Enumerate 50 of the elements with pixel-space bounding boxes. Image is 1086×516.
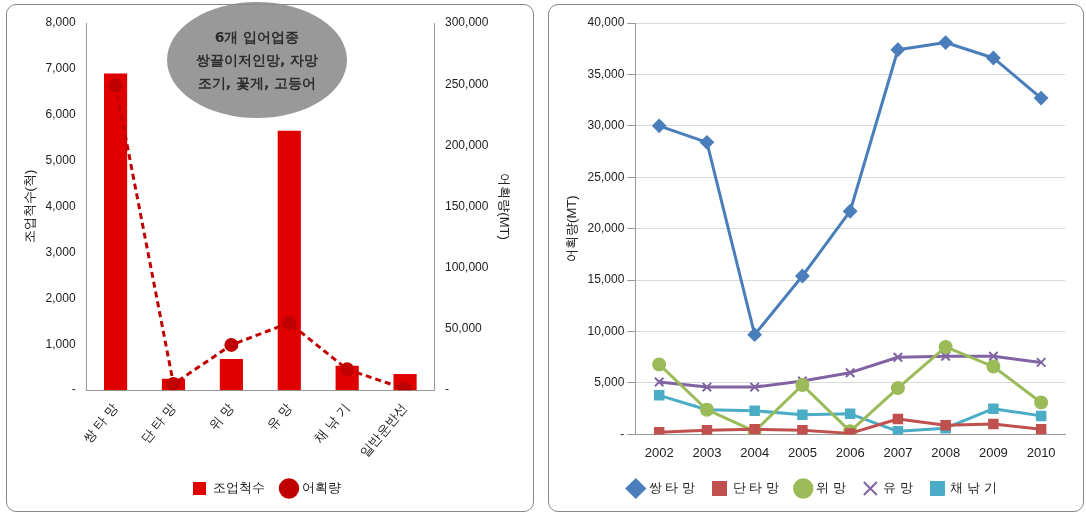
x-tick-label: 단 타 망 <box>137 400 179 446</box>
x-tick-label: 2002 <box>644 444 674 460</box>
y2-tick-label: 150,000 <box>445 198 489 213</box>
circle-badge: 6개 입어업종 쌍끌이저인망, 자망 조기, 꽃게, 고등어 <box>167 2 347 118</box>
legend-label: 어획량 <box>302 480 341 496</box>
y-tick-label: - <box>620 426 625 441</box>
legend-label: 단 타 망 <box>732 480 779 496</box>
y-axis-title: 어획량(MT) <box>564 195 580 262</box>
x-tick-label: 2003 <box>692 444 722 460</box>
y-tick-label: - <box>71 382 76 397</box>
x-tick-label: 채 낚 기 <box>311 400 353 446</box>
y-tick-label: 2,000 <box>45 290 76 305</box>
x-tick-label: 2004 <box>740 444 770 460</box>
y-tick-label: 5,000 <box>594 375 625 390</box>
x-tick-label: 2010 <box>1026 444 1056 460</box>
y2-axis-title: 어획량(MT) <box>496 173 512 240</box>
x-tick-label: 2007 <box>883 444 913 460</box>
legend-label: 위 망 <box>816 480 846 496</box>
y2-tick-label: 50,000 <box>445 321 483 336</box>
x-tick-label: 2005 <box>787 444 817 460</box>
y2-tick-label: 100,000 <box>445 260 489 275</box>
legend-label: 쌍 타 망 <box>648 480 696 496</box>
x-tick-label: 2008 <box>931 444 961 460</box>
y2-tick-label: - <box>445 382 450 397</box>
x-tick-label: 2009 <box>978 444 1008 460</box>
y-tick-label: 40,000 <box>587 15 625 30</box>
legend-label: 조업척수 <box>212 480 265 496</box>
x-tick-label: 유 망 <box>263 400 295 434</box>
y-tick-label: 6,000 <box>45 107 76 122</box>
x-tick-label: 쌍 타 망 <box>79 400 121 446</box>
y-axis-title: 조업척수(척) <box>22 169 38 244</box>
y2-tick-label: 200,000 <box>445 137 489 152</box>
y-tick-label: 20,000 <box>587 221 625 236</box>
y-tick-label: 5,000 <box>45 153 76 167</box>
legend-label: 채 낚 기 <box>950 480 997 496</box>
y2-tick-label: 300,000 <box>445 15 489 30</box>
y-tick-label: 4,000 <box>45 198 76 213</box>
y-tick-label: 35,000 <box>587 66 625 81</box>
y-tick-label: 8,000 <box>45 15 76 30</box>
y2-tick-label: 250,000 <box>445 76 489 91</box>
legend-label: 유 망 <box>883 480 913 496</box>
y-tick-label: 1,000 <box>45 336 76 351</box>
y-tick-label: 7,000 <box>45 61 76 76</box>
y-tick-label: 10,000 <box>587 323 625 338</box>
x-tick-label: 2006 <box>835 444 865 460</box>
y-tick-label: 30,000 <box>587 118 625 133</box>
x-tick-label: 위 망 <box>205 400 237 434</box>
y-tick-label: 15,000 <box>587 272 625 287</box>
y-tick-label: 25,000 <box>587 169 625 184</box>
y-tick-label: 3,000 <box>45 244 76 259</box>
